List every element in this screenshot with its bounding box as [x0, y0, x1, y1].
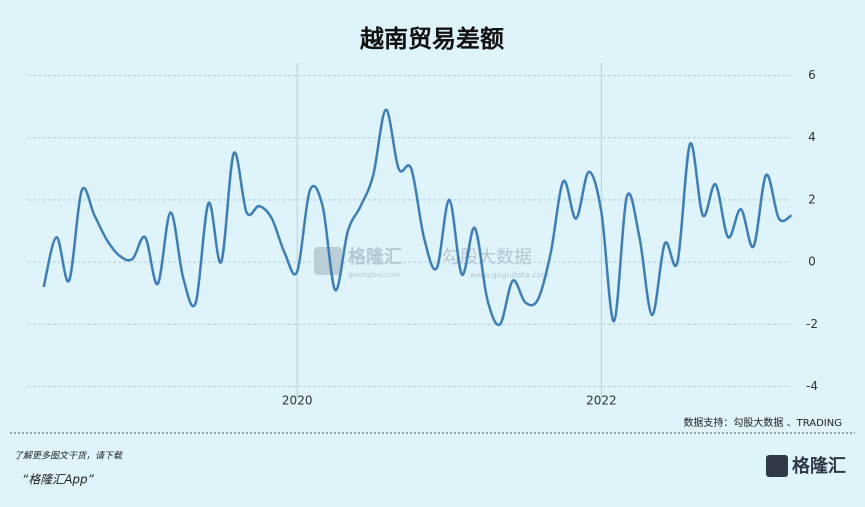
- watermark-icon: [314, 247, 342, 275]
- y-tick-label: 4: [808, 130, 816, 144]
- watermark-partner-url: www.gogudata.com: [470, 271, 549, 280]
- watermark-url: gelonghui.com: [348, 271, 400, 279]
- logo-text: 格隆汇: [792, 455, 846, 477]
- data-line: [42, 108, 793, 327]
- y-tick-label: -4: [806, 379, 818, 393]
- logo-icon: [766, 455, 788, 477]
- watermark-brand: 格隆汇: [348, 246, 402, 268]
- x-tick-label: 2022: [586, 394, 617, 408]
- watermark-partner: 勾股大数据: [442, 247, 532, 268]
- y-tick-label: -2: [806, 317, 818, 331]
- footer-app: “格隆汇App”: [22, 473, 95, 487]
- chart-title: 越南贸易差额: [360, 25, 504, 53]
- y-tick-label: 0: [808, 255, 816, 269]
- x-tick-label: 2020: [282, 394, 313, 408]
- source-note: 数据支持：勾股大数据 、TRADING: [683, 416, 842, 429]
- footer-text: 了解更多图文干货，请下载: [14, 451, 123, 462]
- y-tick-label: 6: [808, 68, 816, 82]
- y-tick-label: 2: [808, 192, 816, 206]
